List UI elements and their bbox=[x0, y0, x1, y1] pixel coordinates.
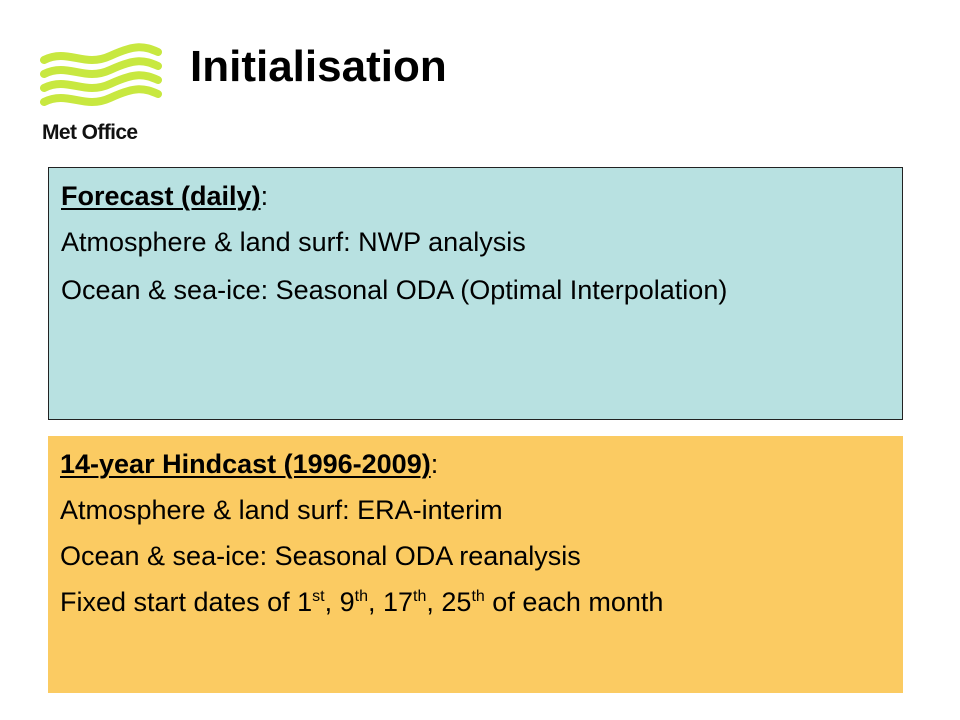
date-2-suffix: th bbox=[354, 588, 368, 605]
hindcast-heading-text: 14-year Hindcast (1996-2009) bbox=[60, 449, 431, 479]
forecast-heading: Forecast (daily): bbox=[61, 180, 888, 212]
forecast-line-atmosphere: Atmosphere & land surf: NWP analysis bbox=[61, 227, 526, 257]
met-office-logo: Met Office bbox=[40, 42, 162, 152]
dates-sep-3: , bbox=[426, 587, 442, 617]
hindcast-line-start-dates: Fixed start dates of 1st, 9th, 17th, 25t… bbox=[60, 586, 889, 618]
page-title: Initialisation bbox=[190, 42, 447, 91]
hindcast-line-ocean: Ocean & sea-ice: Seasonal ODA reanalysis bbox=[60, 541, 581, 571]
date-3: 17 bbox=[383, 587, 414, 617]
hindcast-heading: 14-year Hindcast (1996-2009): bbox=[60, 448, 889, 480]
dates-prefix: Fixed start dates of bbox=[60, 587, 298, 617]
dates-sep-2: , bbox=[367, 587, 383, 617]
hindcast-box: 14-year Hindcast (1996-2009): Atmosphere… bbox=[48, 436, 903, 693]
forecast-line-ocean: Ocean & sea-ice: Seasonal ODA (Optimal I… bbox=[61, 275, 728, 305]
date-1: 1 bbox=[297, 587, 313, 617]
forecast-heading-text: Forecast (daily) bbox=[61, 181, 261, 211]
dates-suffix: of each month bbox=[484, 587, 664, 617]
date-3-suffix: th bbox=[413, 588, 427, 605]
hindcast-line-atmosphere: Atmosphere & land surf: ERA-interim bbox=[60, 495, 503, 525]
date-4: 25 bbox=[441, 587, 472, 617]
logo-text: Met Office bbox=[42, 121, 138, 144]
forecast-box: Forecast (daily): Atmosphere & land surf… bbox=[48, 167, 903, 420]
met-office-wave-icon bbox=[40, 43, 162, 106]
date-2: 9 bbox=[339, 587, 355, 617]
forecast-heading-colon: : bbox=[260, 181, 269, 211]
date-4-suffix: th bbox=[471, 588, 485, 605]
dates-sep-1: , bbox=[324, 587, 340, 617]
date-1-suffix: st bbox=[312, 588, 325, 605]
hindcast-heading-colon: : bbox=[430, 449, 439, 479]
